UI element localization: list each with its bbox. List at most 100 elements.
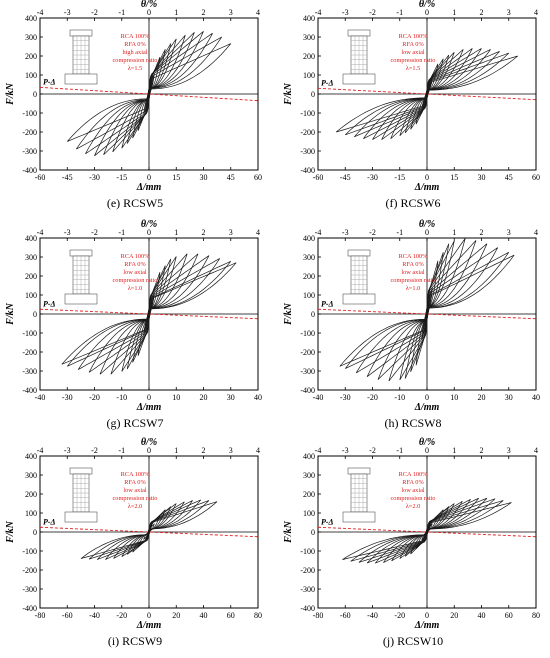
x-tick-label: 40 [532,393,540,402]
x-tick-label: 20 [172,611,180,620]
x-tick-label: 30 [478,173,486,182]
hysteresis-loop [374,497,480,564]
x-tick-label: -20 [89,393,100,402]
x-axis-label: Δ/mm [414,402,440,413]
specimen-note: λ=1.0 [406,285,420,292]
top-tick-label: 4 [534,446,538,455]
y-tick-label: 100 [25,509,37,518]
panel-caption: (g) RCSW7 [0,416,270,431]
y-tick-label: 300 [303,253,315,262]
top-axis-label: θ/% [419,0,435,10]
y-tick-label: 200 [25,52,37,61]
y-tick-label: -100 [300,329,315,338]
y-axis-label: F/kN [5,82,16,105]
x-tick-label: 80 [254,611,262,620]
hysteresis-loop [126,258,172,370]
y-tick-label: -200 [22,566,37,575]
y-tick-label: 100 [25,291,37,300]
x-tick-label: 30 [227,393,235,402]
hysteresis-loop [399,503,455,559]
x-tick-label: -40 [367,611,378,620]
y-tick-label: -300 [22,147,37,156]
hysteresis-loop [366,243,488,377]
x-tick-label: 0 [147,173,151,182]
hysteresis-loop [76,36,222,150]
y-tick-label: -300 [22,367,37,376]
specimen-sketch [342,29,376,85]
specimen-note: RCA 100% [399,253,429,260]
p-delta-line [317,526,537,538]
y-tick-label: 0 [311,90,315,99]
top-tick-label: -2 [91,446,98,455]
caption-name: RCSW5 [123,196,164,210]
x-tick-label: 30 [505,393,513,402]
x-tick-label: -60 [62,611,73,620]
y-tick-label: 400 [303,452,315,461]
hysteresis-loop [391,500,463,562]
x-axis-label: Δ/mm [414,182,440,193]
y-tick-label: -400 [22,604,37,613]
x-tick-label: 0 [425,173,429,182]
y-tick-label: -100 [300,109,315,118]
hysteresis-loop [372,48,482,140]
top-tick-label: 3 [229,8,233,17]
y-tick-label: 300 [25,253,37,262]
x-tick-label: -20 [367,393,378,402]
x-tick-label: -80 [35,611,46,620]
hysteresis-loop [121,503,177,557]
x-tick-label: -60 [35,173,46,182]
y-tick-label: -400 [300,604,315,613]
panel-rcsw10: -80 -60 -40 -20 0 20 40 60 80 -4 -3 -2 -1 0 1 2 3 4 -400 -3… [278,437,548,653]
top-tick-label: -3 [64,8,71,17]
x-tick-label: 40 [254,393,262,402]
y-tick-label: 300 [25,471,37,480]
specimen-note: compression ratio [113,277,158,284]
y-tick-label: 100 [303,509,315,518]
panel-caption: (i) RCSW9 [0,634,270,649]
x-axis-label: Δ/mm [136,182,162,193]
y-tick-label: 100 [303,291,315,300]
y-tick-label: 400 [25,14,37,23]
specimen-note: λ=1.5 [406,65,420,72]
top-tick-label: -3 [342,8,349,17]
specimen-sketch [342,467,376,523]
p-delta-line [39,86,259,102]
x-tick-label: -45 [340,173,351,182]
hysteresis-loop [381,48,473,140]
top-tick-label: -3 [342,446,349,455]
x-tick-label: 20 [478,393,486,402]
chart-svg: -40 -30 -20 -10 0 10 20 30 40-4 -3 -2 -1 0 1 2 3 4-400-3… [283,219,540,413]
y-tick-label: -300 [300,147,315,156]
x-tick-label: -30 [340,393,351,402]
top-tick-label: 1 [174,8,178,17]
top-tick-label: -1 [118,8,125,17]
top-tick-label: 2 [480,8,484,17]
specimen-note: RCA 100% [121,33,151,40]
top-tick-label: -2 [369,446,376,455]
hysteresis-loop [339,254,515,367]
top-tick-label: -1 [118,228,125,237]
top-tick-label: 4 [534,228,538,237]
x-tick-label: 45 [505,173,513,182]
panel-rcsw7: -40 -30 -20 -10 0 10 20 30 40 -4 -3 -2 -1 0 1 2 3 4 -400 -3… [0,219,270,435]
specimen-sketch [64,467,98,523]
specimen-note: compression ratio [113,495,158,502]
hysteresis-loop [61,262,237,365]
top-tick-label: -4 [315,8,322,17]
top-tick-label: -1 [396,8,403,17]
hysteresis-loop [363,49,491,140]
y-tick-label: 300 [25,33,37,42]
chart-svg: -80 -60 -40 -20 0 20 40 60 80-4 -3 -2 -1 0 1 2 3 4-400-3… [5,437,262,631]
top-tick-label: 1 [452,228,456,237]
panel-caption: (f) RCSW6 [278,196,548,211]
x-tick-label: -40 [35,393,46,402]
top-tick-label: -4 [37,8,44,17]
caption-name: RCSW8 [401,416,442,430]
y-tick-label: -200 [300,566,315,575]
hysteresis-loop [358,498,496,563]
y-tick-label: -400 [22,386,37,395]
hysteresis-loop [342,502,512,560]
caption-letter: (j) [382,634,398,648]
caption-letter: (g) [106,416,124,430]
top-tick-label: 2 [202,446,206,455]
